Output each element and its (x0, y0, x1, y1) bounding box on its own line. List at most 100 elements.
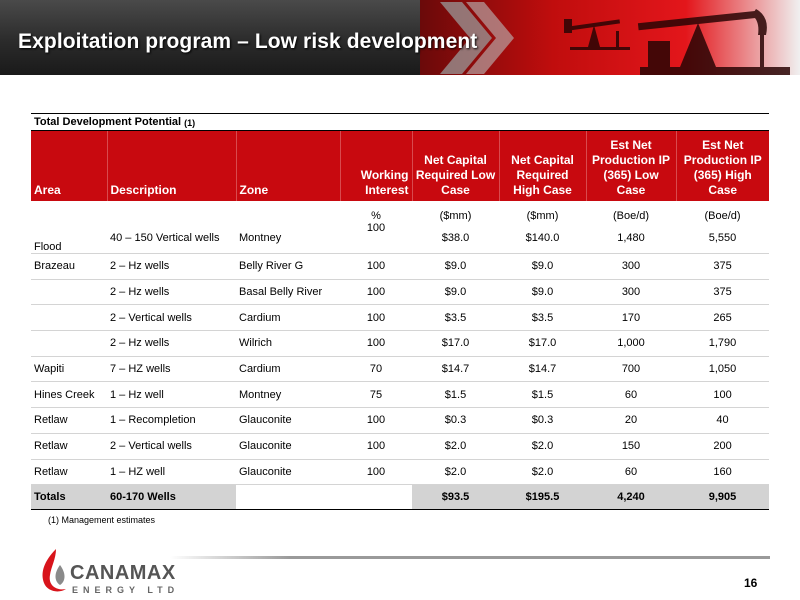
cell-capital-low: $14.7 (412, 356, 499, 383)
cell-working-interest: 100 (340, 330, 412, 357)
cell-description: 2 – Hz wells (107, 253, 236, 280)
cell-zone: Montney (236, 222, 340, 254)
cell-description: 7 – HZ wells (107, 356, 236, 383)
cell-area: Wapiti (31, 356, 107, 383)
cell-description: 2 – Vertical wells (107, 433, 236, 460)
col-header-capital-high: Net Capital Required High Case (499, 130, 587, 201)
cell-area: Retlaw (31, 433, 107, 460)
table-header-row: Area Description Zone Working Interest N… (31, 130, 770, 201)
cell-production-low: 150 (586, 433, 676, 460)
col-header-capital-low: Net Capital Required Low Case (412, 130, 500, 201)
cell-capital-high: $1.5 (499, 381, 586, 409)
cell-description: 40 – 150 Vertical wells (107, 222, 236, 254)
cell-working-interest: 70 (340, 356, 412, 383)
cell-production-high: 375 (676, 279, 770, 306)
cell-area (31, 279, 107, 306)
totals-production-high: 9,905 (676, 484, 770, 511)
cell-zone: Basal Belly River (236, 279, 340, 306)
cell-description: 2 – Hz wells (107, 279, 236, 306)
cell-working-interest: 100 (340, 304, 412, 332)
cell-production-low: 300 (586, 253, 676, 280)
cell-zone: Cardium (236, 304, 340, 332)
cell-production-low: 1,000 (586, 330, 676, 357)
cell-production-high: 265 (676, 304, 770, 332)
cell-capital-high: $3.5 (499, 304, 586, 332)
table-caption-row: Total Development Potential (1) (31, 113, 770, 131)
cell-capital-high: $0.3 (499, 407, 586, 434)
table-units-row: % ($mm) ($mm) (Boe/d) (Boe/d) (31, 201, 769, 222)
cell-capital-low: $9.0 (412, 279, 499, 306)
cell-capital-low: $1.5 (412, 381, 499, 409)
col-header-area: Area (31, 130, 108, 201)
totals-description: 60-170 Wells (107, 484, 236, 511)
cell-zone: Cardium (236, 356, 340, 383)
table-row: Flood 40 – 150 Vertical wells Montney 10… (31, 222, 770, 254)
cell-production-high: 200 (676, 433, 770, 460)
unit-production-low: (Boe/d) (612, 210, 650, 222)
cell-production-low: 1,480 (586, 222, 676, 254)
cell-working-interest: 100 (340, 253, 412, 280)
cell-capital-high: $14.7 (499, 356, 586, 383)
table-row: Retlaw 2 – Vertical wells Glauconite 100… (31, 433, 770, 460)
totals-production-low: 4,240 (586, 484, 676, 511)
col-header-working-interest: Working Interest (340, 130, 413, 201)
totals-blank (340, 484, 412, 511)
cell-capital-low: $17.0 (412, 330, 499, 357)
cell-zone: Glauconite (236, 407, 340, 434)
header-banner: Exploitation program – Low risk developm… (0, 0, 800, 75)
cell-working-interest: 75 (340, 381, 412, 409)
totals-blank (236, 484, 340, 511)
table-row: Wapiti 7 – HZ wells Cardium 70 $14.7 $14… (31, 356, 770, 383)
unit-capital-low: ($mm) (439, 210, 472, 222)
cell-description: 1 – HZ well (107, 459, 236, 486)
cell-production-low: 60 (586, 459, 676, 486)
cell-working-interest: 100 (340, 279, 412, 306)
cell-zone: Wilrich (236, 330, 340, 357)
slide-title: Exploitation program – Low risk developm… (18, 30, 478, 53)
table-caption: Total Development Potential (1) (31, 113, 770, 131)
cell-production-high: 375 (676, 253, 770, 280)
cell-capital-high: $2.0 (499, 433, 586, 460)
unit-capital-high: ($mm) (526, 210, 559, 222)
cell-working-interest: 100 (340, 459, 412, 486)
cell-capital-high: $9.0 (499, 253, 586, 280)
units-blank (236, 201, 340, 222)
cell-zone: Belly River G (236, 253, 340, 280)
cell-description: 2 – Hz wells (107, 330, 236, 357)
col-header-zone: Zone (236, 130, 341, 201)
unit-working-interest: % (371, 210, 381, 222)
cell-area: Hines Creek (31, 381, 107, 409)
table-row: Retlaw 1 – Recompletion Glauconite 100 $… (31, 407, 770, 434)
cell-area (31, 330, 107, 357)
totals-capital-low: $93.5 (412, 484, 499, 511)
cell-capital-high: $9.0 (499, 279, 586, 306)
table-row: Brazeau 2 – Hz wells Belly River G 100 $… (31, 253, 770, 280)
cell-working-interest: 100 (340, 407, 412, 434)
cell-capital-low: $38.0 (412, 222, 499, 254)
unit-production-high: (Boe/d) (704, 210, 741, 222)
development-potential-table: Total Development Potential (1) Area Des… (31, 113, 770, 511)
cell-production-high: 160 (676, 459, 770, 486)
cell-zone: Montney (236, 381, 340, 409)
cell-area: Retlaw (31, 407, 107, 434)
footer-divider (170, 556, 770, 559)
cell-description: 2 – Vertical wells (107, 304, 236, 332)
table-row: 2 – Hz wells Wilrich 100 $17.0 $17.0 1,0… (31, 330, 770, 357)
cell-production-low: 20 (586, 407, 676, 434)
cell-zone: Glauconite (236, 433, 340, 460)
cell-working-interest: 100 (340, 222, 412, 254)
cell-capital-low: $0.3 (412, 407, 499, 434)
units-blank (31, 201, 107, 222)
cell-production-low: 300 (586, 279, 676, 306)
totals-row: Totals 60-170 Wells $93.5 $195.5 4,240 9… (31, 484, 770, 511)
cell-production-high: 100 (676, 381, 770, 409)
cell-capital-low: $3.5 (412, 304, 499, 332)
cell-production-high: 40 (676, 407, 770, 434)
cell-description: 1 – Hz well (107, 381, 236, 409)
pumpjack-icon (564, 9, 790, 75)
col-header-description: Description (107, 130, 237, 201)
cell-area: Flood (31, 222, 107, 254)
cell-production-high: 5,550 (676, 222, 770, 254)
units-blank (107, 201, 236, 222)
col-header-production-high: Est Net Production IP (365) High Case (676, 130, 770, 201)
